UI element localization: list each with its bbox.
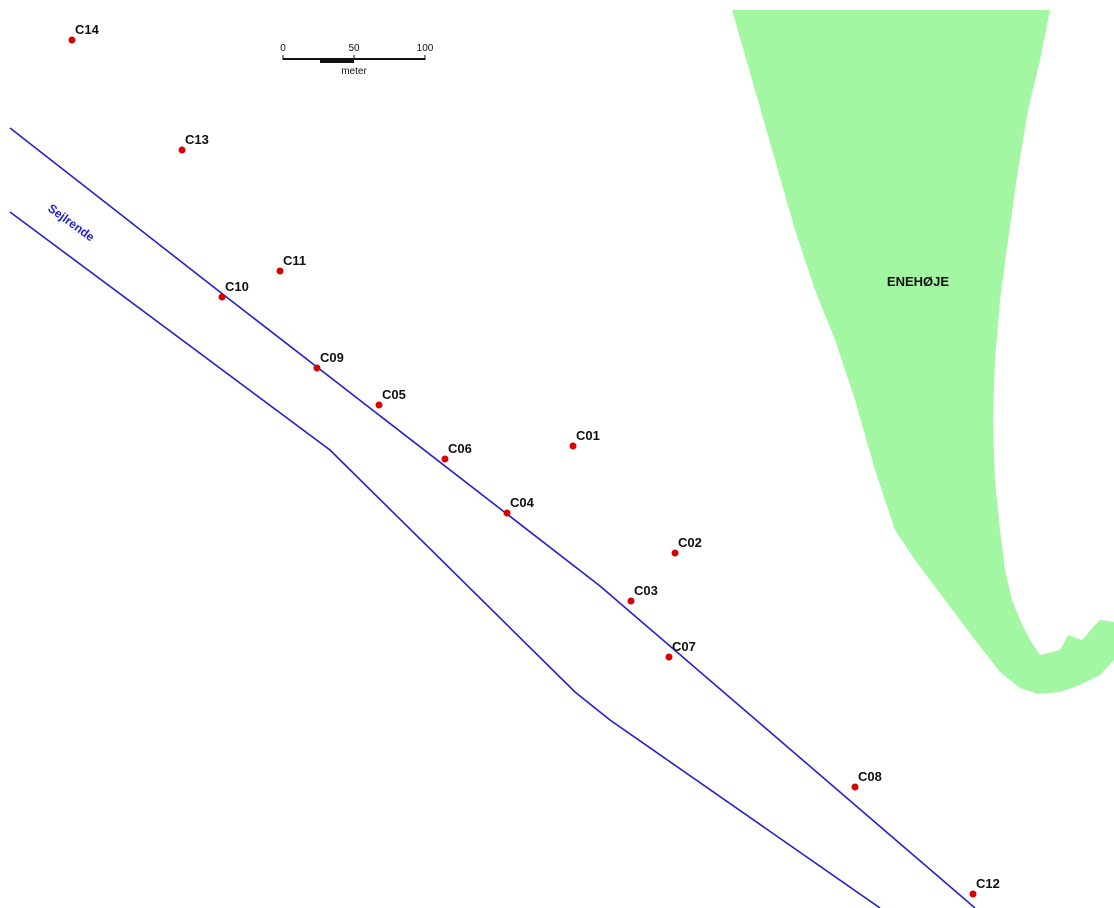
station-c06[interactable]: C06: [441, 441, 472, 463]
station-label: C04: [510, 495, 535, 510]
station-marker[interactable]: [503, 509, 511, 517]
station-label: C11: [283, 253, 306, 268]
channel-edge-north: [9, 127, 976, 908]
channel-edge-south: [9, 211, 881, 908]
station-marker[interactable]: [68, 36, 76, 44]
station-c05[interactable]: C05: [375, 387, 406, 409]
scale-bar: 0 50 100 meter: [280, 43, 434, 77]
station-marker[interactable]: [218, 293, 226, 301]
station-label: C08: [858, 769, 882, 784]
station-marker[interactable]: [441, 455, 449, 463]
scale-label-100: 100: [417, 43, 434, 54]
station-c07[interactable]: C07: [665, 639, 696, 661]
scale-label-0: 0: [280, 43, 286, 54]
station-c10[interactable]: C10: [218, 279, 249, 301]
station-c13[interactable]: C13: [178, 132, 209, 154]
station-label: C03: [634, 583, 658, 598]
station-marker[interactable]: [276, 267, 284, 275]
station-marker[interactable]: [569, 442, 577, 450]
scale-label-50: 50: [348, 43, 360, 54]
station-label: C09: [320, 350, 344, 365]
station-c09[interactable]: C09: [313, 350, 344, 372]
channel-label: Sejlrende: [45, 201, 97, 244]
station-label: C13: [185, 132, 209, 147]
station-label: C14: [75, 22, 100, 37]
station-marker[interactable]: [178, 146, 186, 154]
island-shape: [732, 10, 1114, 694]
station-c08[interactable]: C08: [851, 769, 882, 791]
station-label: C02: [678, 535, 702, 550]
station-marker[interactable]: [969, 890, 977, 898]
station-marker[interactable]: [851, 783, 859, 791]
station-label: C05: [382, 387, 406, 402]
scale-bar-segment: [320, 59, 354, 63]
station-marker[interactable]: [671, 549, 679, 557]
station-label: C07: [672, 639, 696, 654]
station-c11[interactable]: C11: [276, 253, 307, 275]
station-marker[interactable]: [665, 653, 673, 661]
station-marker[interactable]: [627, 597, 635, 605]
station-c03[interactable]: C03: [627, 583, 658, 605]
station-label: C10: [225, 279, 249, 294]
scale-unit-label: meter: [341, 66, 367, 77]
station-c14[interactable]: C14: [68, 22, 100, 44]
station-label: C06: [448, 441, 472, 456]
station-c01[interactable]: C01: [569, 428, 600, 450]
island-enehoje: ENEHØJE: [732, 10, 1114, 694]
station-c12[interactable]: C12: [969, 876, 1000, 898]
station-marker[interactable]: [313, 364, 321, 372]
station-marker[interactable]: [375, 401, 383, 409]
island-label: ENEHØJE: [887, 274, 949, 289]
station-c04[interactable]: C04: [503, 495, 535, 517]
station-c02[interactable]: C02: [671, 535, 702, 557]
station-label: C01: [576, 428, 600, 443]
station-label: C12: [976, 876, 1000, 891]
station-points: C01 C02 C03 C04 C05 C06 C07 C08 C09 C10 C11 C12 C13 C…: [68, 22, 1000, 898]
